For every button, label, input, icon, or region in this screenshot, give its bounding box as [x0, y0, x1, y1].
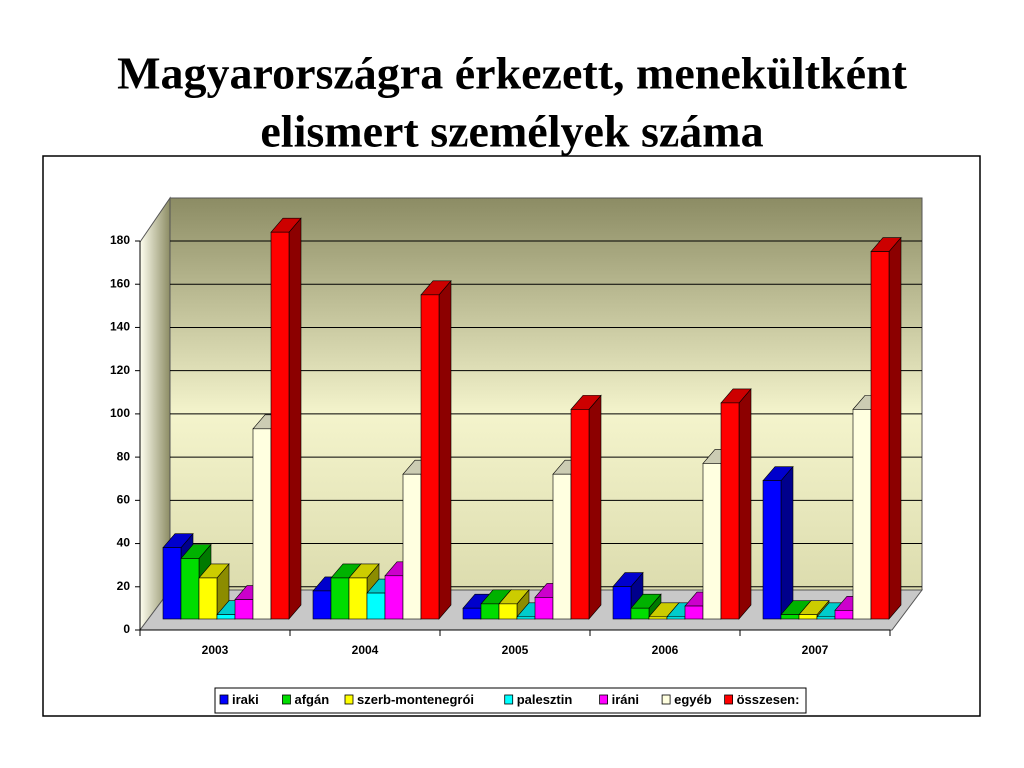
- x-tick-label: 2003: [202, 643, 229, 657]
- y-tick-label: 80: [117, 449, 131, 463]
- legend-swatch: [661, 694, 671, 705]
- bar-front: [852, 409, 872, 620]
- bar-front: [816, 616, 836, 620]
- legend-label: afgán: [295, 692, 330, 707]
- bar: [570, 394, 602, 620]
- bar-front: [570, 409, 590, 620]
- legend-label: összesen:: [737, 692, 800, 707]
- x-tick-label: 2006: [652, 643, 679, 657]
- bar: [630, 593, 662, 620]
- y-tick-label: 0: [123, 622, 130, 636]
- bar-front: [648, 616, 668, 620]
- bar-side: [780, 465, 794, 620]
- bar-front: [162, 547, 182, 620]
- plot: 0 20 40 60 80 100 120 140 160 180 2003 2004 2005 2006…: [110, 217, 922, 657]
- bar-front: [180, 558, 200, 620]
- bar-front: [762, 480, 782, 620]
- bar-front: [330, 577, 350, 620]
- y-tick-label: 20: [117, 579, 131, 593]
- bar: [420, 280, 452, 620]
- bar-front: [666, 616, 686, 620]
- bar-front: [402, 473, 422, 620]
- bar-front: [684, 605, 704, 620]
- bar-front: [234, 599, 254, 620]
- bar-front: [366, 592, 386, 620]
- bar-front: [612, 586, 632, 620]
- bar-front: [270, 231, 290, 620]
- bar: [498, 589, 530, 620]
- bar-front: [252, 428, 272, 620]
- legend-swatch: [282, 694, 291, 705]
- bar-front: [534, 597, 554, 620]
- bar-front: [312, 590, 332, 620]
- bar-side: [888, 236, 902, 620]
- legend-label: szerb-montenegrói: [357, 692, 474, 707]
- y-tick-label: 160: [110, 276, 130, 290]
- bar-front: [384, 575, 404, 620]
- bar-front: [780, 614, 800, 620]
- bar-side: [288, 217, 302, 620]
- title-line: Magyarországra érkezett, menekültként: [117, 48, 908, 99]
- bar-side: [438, 280, 452, 620]
- title-line: elismert személyek száma: [260, 106, 763, 157]
- y-tick-label: 120: [110, 363, 130, 377]
- bar-front: [702, 463, 722, 620]
- bar: [270, 217, 302, 620]
- bar: [720, 388, 752, 620]
- bar-front: [420, 294, 440, 620]
- bar-front: [552, 473, 572, 620]
- bar-side: [738, 388, 752, 620]
- bar-front: [216, 614, 236, 620]
- bar: [762, 465, 794, 620]
- y-tick-label: 140: [110, 320, 130, 334]
- bar-front: [198, 577, 218, 620]
- legend-label: palesztin: [517, 692, 573, 707]
- y-tick-label: 180: [110, 233, 130, 247]
- y-tick-label: 40: [117, 536, 131, 550]
- bar-front: [630, 607, 650, 620]
- legend: [214, 687, 807, 714]
- legend-swatch: [504, 694, 514, 705]
- bar-front: [480, 603, 500, 620]
- bar-front: [462, 607, 482, 620]
- legend-swatch: [344, 694, 354, 705]
- bar-side: [588, 394, 602, 620]
- legend-swatch: [599, 694, 608, 705]
- bar-front: [798, 614, 818, 620]
- legend-label: iraki: [232, 692, 259, 707]
- bar-front: [348, 577, 368, 620]
- y-tick-label: 100: [110, 406, 130, 420]
- x-tick-label: 2007: [802, 643, 829, 657]
- x-tick-label: 2004: [352, 643, 379, 657]
- y-tick-label: 60: [117, 493, 131, 507]
- legend-label: egyéb: [674, 692, 712, 707]
- bar-front: [516, 616, 536, 620]
- bar: [870, 236, 902, 620]
- legend-label: iráni: [612, 692, 639, 707]
- bar-front: [498, 603, 518, 620]
- bar-front: [834, 610, 854, 620]
- x-tick-label: 2005: [502, 643, 529, 657]
- bar-front: [720, 402, 740, 620]
- legend-swatch: [724, 694, 733, 705]
- legend-swatch: [219, 694, 229, 705]
- bar-front: [870, 251, 890, 620]
